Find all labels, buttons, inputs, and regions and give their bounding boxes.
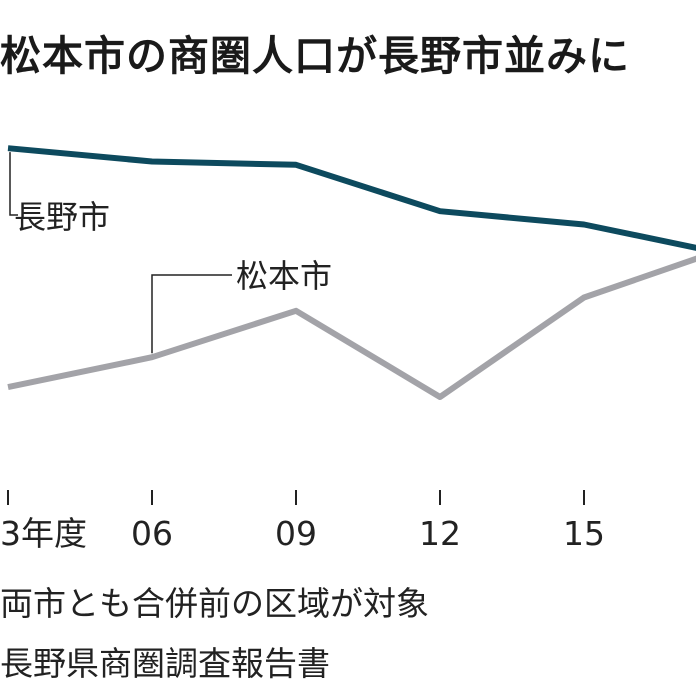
series-line-1 [7,255,696,400]
series-label-0: 長野市 [14,198,110,236]
x-tick-label-1: 06 [131,514,173,553]
series-leader-0 [9,152,18,216]
source-note: 長野県商圏調査報告書 [0,644,330,683]
scope-note: 両市とも合併前の区域が対象 [0,584,429,623]
x-tick-label-2: 09 [275,514,317,553]
chart-title: 松本市の商圏人口が長野市並みに [0,32,630,80]
series-line-0 [7,145,696,251]
x-tick-label-4: 15 [563,514,605,553]
x-tick-label-0: 3年度 [0,514,87,553]
series-label-1: 松本市 [236,257,332,295]
series-leader-1 [151,274,232,354]
x-tick-label-3: 12 [419,514,461,553]
